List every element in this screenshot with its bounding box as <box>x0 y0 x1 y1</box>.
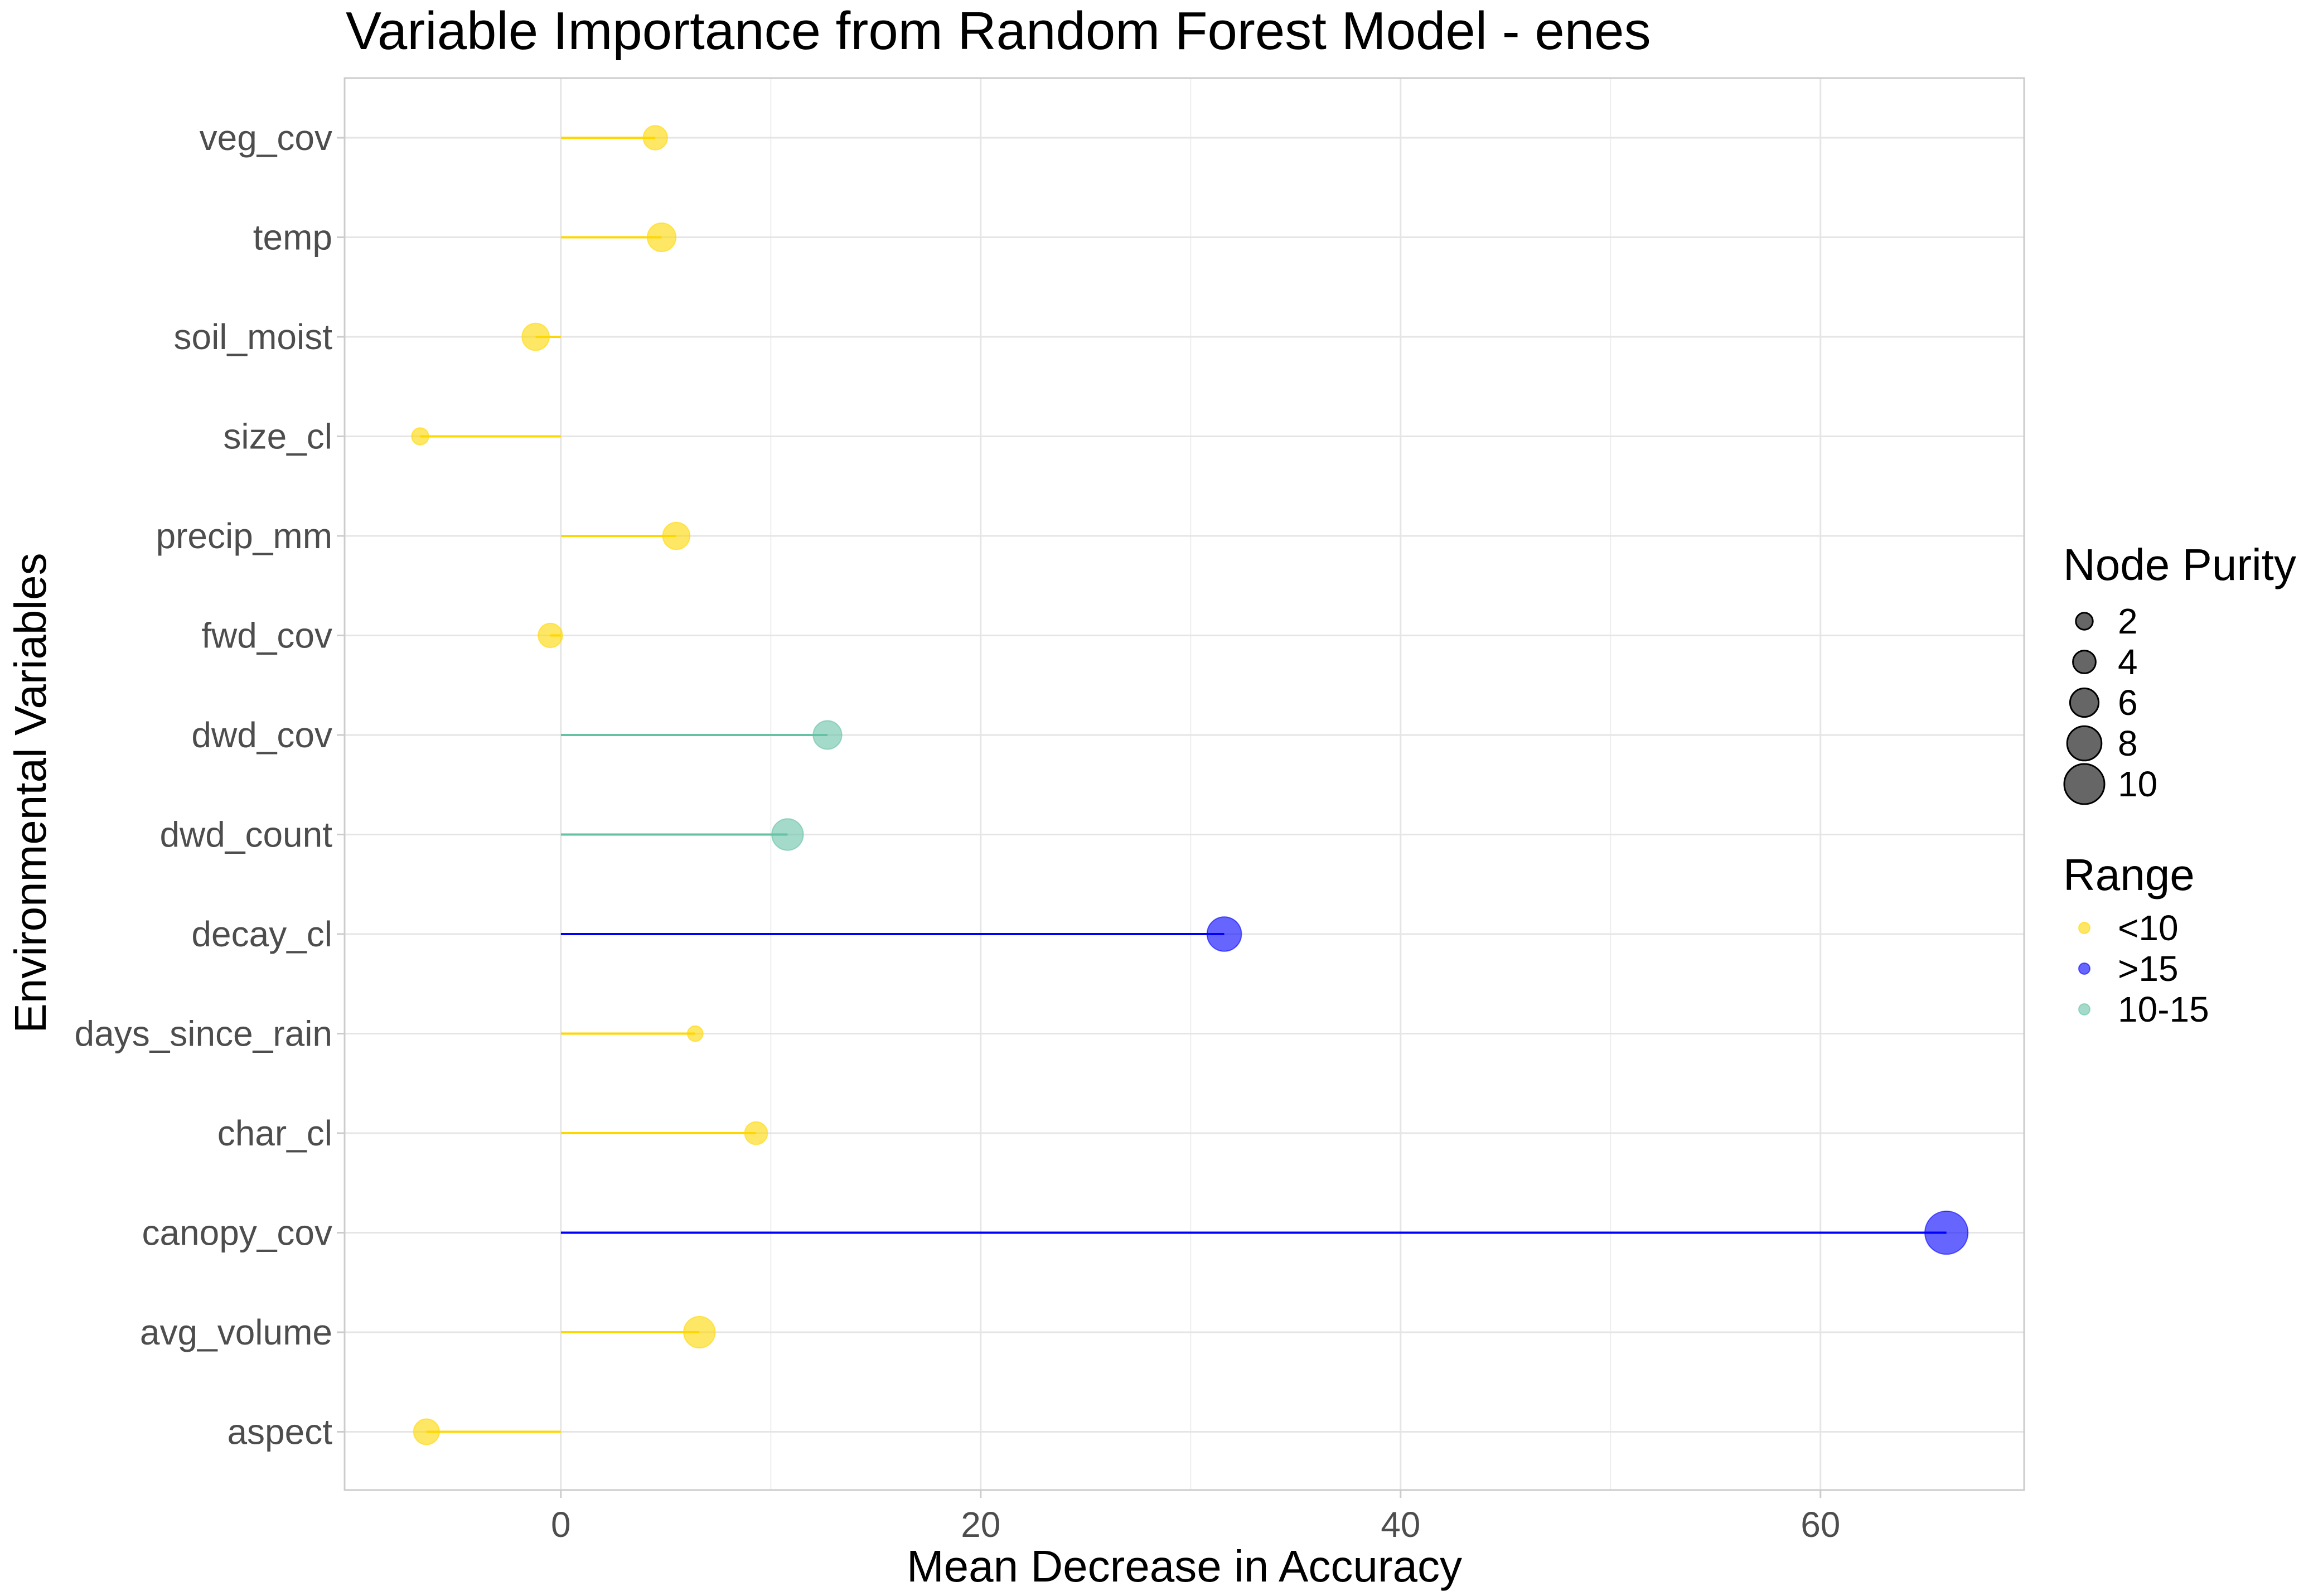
x-tick-label: 60 <box>1801 1505 1840 1545</box>
size-legend-key <box>2063 763 2106 805</box>
plot-panel <box>343 77 2025 1491</box>
color-legend-key <box>2078 963 2090 975</box>
y-tick-label: avg_volume <box>140 1312 332 1352</box>
y-tick-label: fwd_cov <box>201 616 332 656</box>
size-legend-key <box>2069 687 2100 718</box>
chart-title: Variable Importance from Random Forest M… <box>346 1 1651 61</box>
y-tick-label: veg_cov <box>200 118 332 158</box>
color-legend-title: Range <box>2063 850 2195 899</box>
size-legend-label: 4 <box>2118 642 2138 682</box>
color-legend-key <box>2078 922 2090 934</box>
point-veg_cov <box>642 125 668 151</box>
point-dwd_count <box>771 818 804 851</box>
y-tick-label: canopy_cov <box>142 1213 332 1253</box>
point-fwd_cov <box>538 622 563 649</box>
y-tick-label: dwd_count <box>159 815 332 855</box>
color-legend-label: 10-15 <box>2118 989 2209 1029</box>
x-tick-label: 40 <box>1381 1505 1420 1545</box>
y-tick-label: aspect <box>227 1412 332 1452</box>
y-tick-label: size_cl <box>223 417 332 457</box>
plot-border <box>343 77 2025 1491</box>
y-tick-label: dwd_cov <box>191 715 332 755</box>
point-dwd_cov <box>812 720 843 750</box>
y-tick-label: soil_moist <box>173 317 332 357</box>
point-temp <box>646 222 677 253</box>
point-size_cl <box>411 427 429 446</box>
x-axis-ticks: 0 20 40 60 <box>551 1490 1840 1545</box>
point-avg_volume <box>683 1316 716 1349</box>
point-char_cl <box>744 1121 768 1145</box>
size-legend-label: 6 <box>2118 683 2138 723</box>
x-axis-title: Mean Decrease in Accuracy <box>907 1541 1462 1591</box>
x-tick-label: 0 <box>551 1505 571 1545</box>
size-legend-key <box>2075 612 2094 631</box>
y-axis-title: Environmental Variables <box>6 553 55 1033</box>
y-tick-label: decay_cl <box>191 914 332 954</box>
point-soil_moist <box>521 322 550 351</box>
point-aspect <box>413 1418 440 1445</box>
y-tick-label: precip_mm <box>156 516 332 556</box>
x-tick-label: 20 <box>961 1505 1000 1545</box>
color-legend-label: >15 <box>2118 949 2179 989</box>
color-legend-label: <10 <box>2118 908 2179 948</box>
y-tick-label: char_cl <box>217 1113 332 1153</box>
size-legend-label: 10 <box>2118 764 2157 804</box>
size-legend-label: 8 <box>2118 723 2138 763</box>
plot-background <box>345 78 2024 1490</box>
color-legend-key <box>2078 1003 2090 1015</box>
point-precip_mm <box>662 521 691 550</box>
size-legend-label: 2 <box>2118 601 2138 641</box>
y-tick-label: temp <box>253 217 332 258</box>
point-decay_cl <box>1206 916 1242 952</box>
point-days_since_rain <box>686 1025 704 1042</box>
size-legend-title: Node Purity <box>2063 540 2296 589</box>
point-canopy_cov <box>1924 1210 1969 1255</box>
lollipop-points <box>411 125 1969 1445</box>
size-legend-key <box>2066 725 2103 762</box>
y-tick-label: days_since_rain <box>75 1014 333 1054</box>
lollipop-stems <box>420 137 1947 1433</box>
size-legend-key <box>2072 650 2097 674</box>
